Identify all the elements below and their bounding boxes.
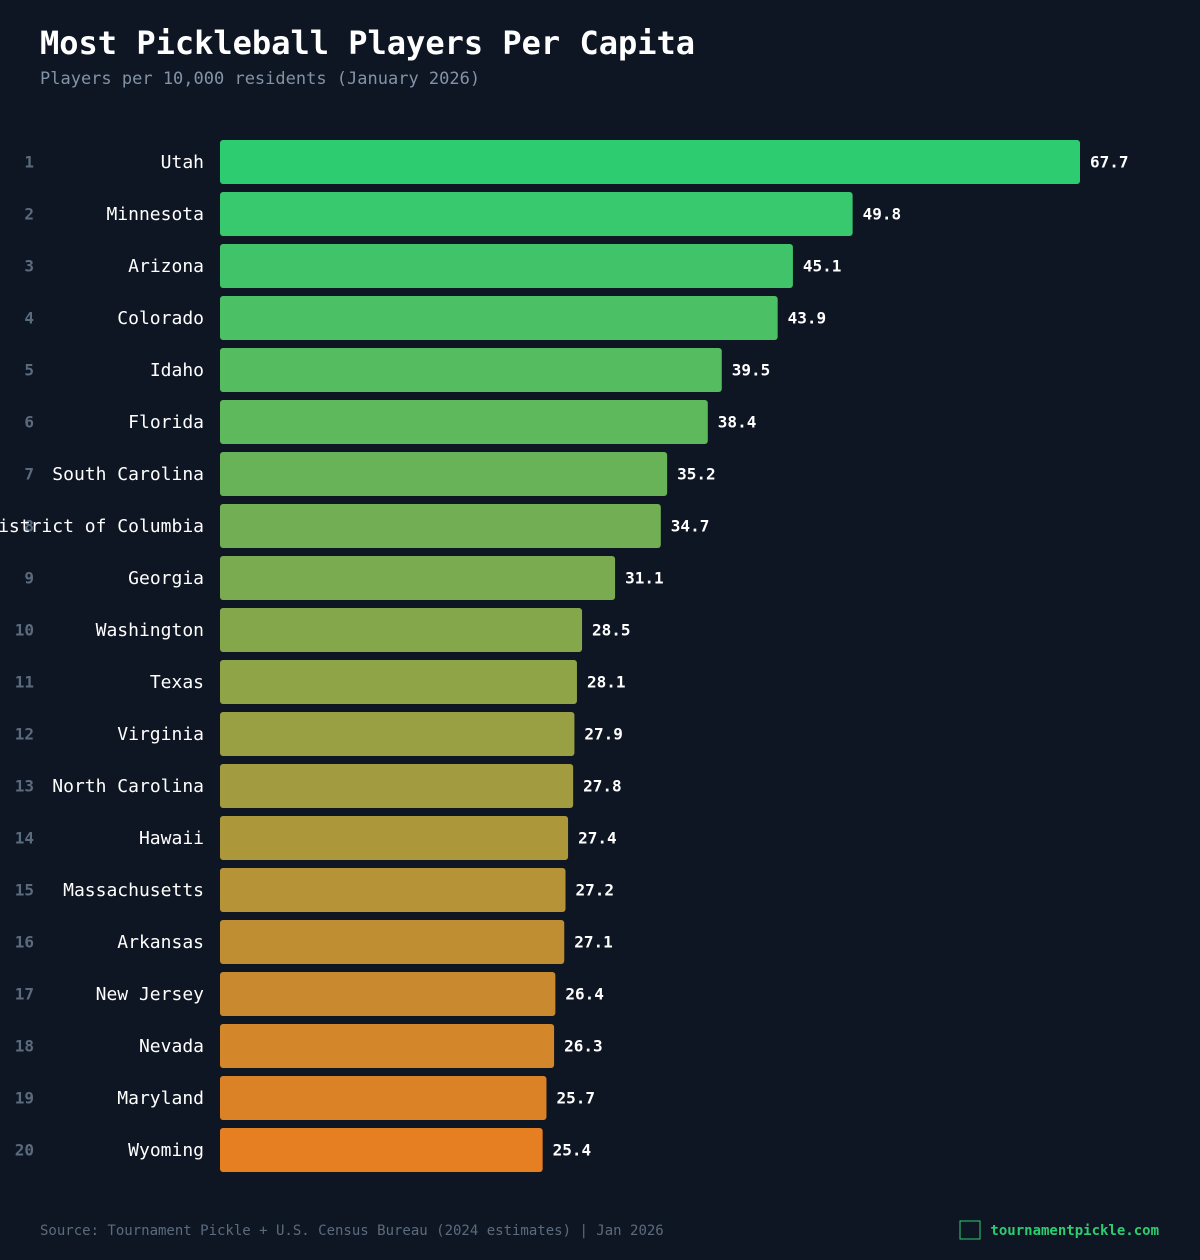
rank-label: 15 [15, 881, 34, 900]
bar [220, 1128, 543, 1172]
value-label: 43.9 [788, 309, 827, 328]
category-label: Arizona [128, 256, 204, 277]
value-label: 28.5 [592, 621, 631, 640]
category-label: Minnesota [106, 204, 204, 225]
source-note: Source: Tournament Pickle + U.S. Census … [40, 1223, 664, 1239]
value-label: 27.1 [574, 933, 613, 952]
category-label: Massachusetts [63, 880, 204, 901]
value-label: 26.3 [564, 1037, 603, 1056]
bar [220, 244, 793, 288]
bar [220, 504, 661, 548]
category-label: District of Columbia [0, 516, 204, 537]
rank-label: 8 [24, 517, 34, 536]
category-label: Virginia [117, 724, 204, 745]
category-label: North Carolina [52, 776, 204, 797]
value-label: 38.4 [718, 413, 757, 432]
value-label: 27.2 [576, 881, 615, 900]
bar [220, 972, 556, 1016]
value-label: 26.4 [565, 985, 604, 1004]
rank-label: 18 [15, 1037, 34, 1056]
bar [220, 556, 616, 600]
bar [220, 400, 708, 444]
rank-label: 5 [24, 361, 34, 380]
bar [220, 1024, 555, 1068]
value-label: 31.1 [625, 569, 664, 588]
value-label: 34.7 [671, 517, 710, 536]
rank-label: 10 [15, 621, 34, 640]
value-label: 25.7 [556, 1089, 595, 1108]
category-label: Georgia [128, 568, 204, 589]
bar [220, 452, 668, 496]
bar [220, 712, 575, 756]
category-label: South Carolina [52, 464, 204, 485]
category-label: Wyoming [128, 1140, 204, 1161]
category-label: Utah [161, 152, 204, 173]
chart-subtitle: Players per 10,000 residents (January 20… [40, 69, 480, 89]
bar [220, 140, 1080, 184]
bar [220, 868, 566, 912]
rank-label: 19 [15, 1089, 34, 1108]
value-label: 27.9 [584, 725, 623, 744]
category-label: Nevada [139, 1036, 204, 1057]
rank-label: 6 [24, 413, 34, 432]
category-label: Colorado [117, 308, 204, 329]
rank-label: 11 [15, 673, 34, 692]
rank-label: 2 [24, 205, 34, 224]
value-label: 35.2 [677, 465, 716, 484]
rank-label: 17 [15, 985, 34, 1004]
category-label: Washington [96, 620, 204, 641]
category-label: Hawaii [139, 828, 204, 849]
bar [220, 660, 577, 704]
value-label: 27.4 [578, 829, 617, 848]
value-label: 49.8 [863, 205, 902, 224]
value-label: 27.8 [583, 777, 622, 796]
rank-label: 13 [15, 777, 34, 796]
value-label: 28.1 [587, 673, 626, 692]
category-label: Florida [128, 412, 204, 433]
rank-label: 14 [15, 829, 34, 848]
brand-link: tournamentpickle.com [990, 1223, 1159, 1239]
category-label: New Jersey [96, 984, 205, 1005]
value-label: 45.1 [803, 257, 842, 276]
category-label: Arkansas [117, 932, 204, 953]
rank-label: 3 [24, 257, 34, 276]
bar [220, 192, 853, 236]
bar [220, 296, 778, 340]
category-label: Idaho [150, 360, 204, 381]
brand-icon [959, 1220, 981, 1240]
rank-label: 12 [15, 725, 34, 744]
bar [220, 608, 583, 652]
bar [220, 816, 569, 860]
rank-label: 9 [24, 569, 34, 588]
bar [220, 1076, 547, 1120]
value-label: 39.5 [732, 361, 771, 380]
rank-label: 4 [24, 309, 34, 328]
rank-label: 7 [24, 465, 34, 484]
value-label: 67.7 [1090, 153, 1129, 172]
rank-label: 16 [15, 933, 34, 952]
category-label: Texas [150, 672, 204, 693]
chart-title: Most Pickleball Players Per Capita [40, 24, 695, 62]
value-label: 25.4 [553, 1141, 592, 1160]
category-label: Maryland [117, 1088, 204, 1109]
bar [220, 348, 722, 392]
bar [220, 764, 574, 808]
rank-label: 1 [24, 153, 34, 172]
bar [220, 920, 565, 964]
rank-label: 20 [15, 1141, 34, 1160]
